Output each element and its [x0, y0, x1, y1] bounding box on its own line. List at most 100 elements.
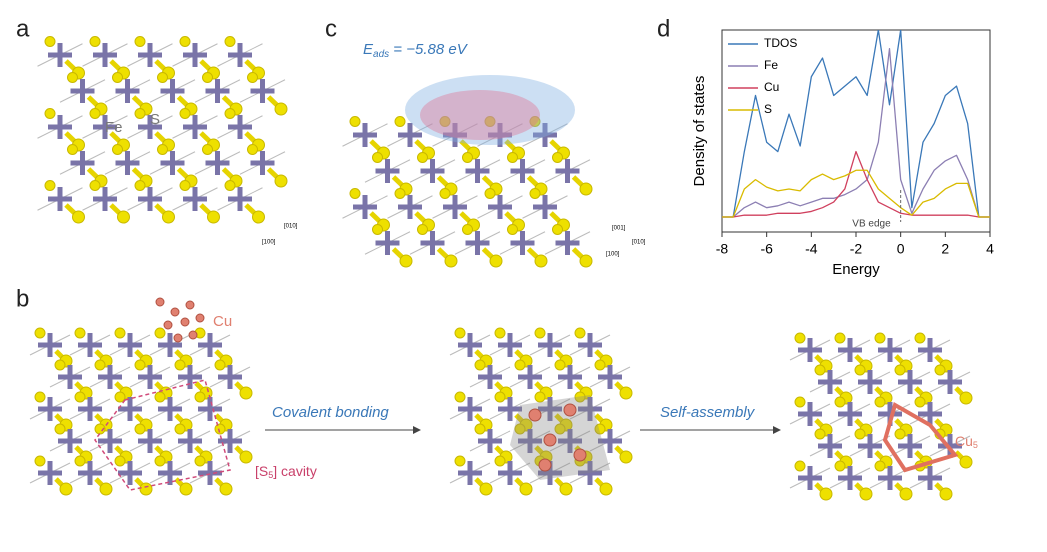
s-atom	[619, 386, 633, 400]
s-atom	[99, 482, 113, 496]
s-atom	[349, 188, 361, 199]
s-atom	[484, 116, 496, 127]
lattice	[37, 36, 288, 224]
t: 5	[268, 470, 273, 480]
s-atom	[479, 482, 493, 496]
s-atom	[59, 482, 73, 496]
s-atom	[914, 332, 926, 344]
s-atom	[939, 487, 953, 501]
s-atom	[72, 210, 85, 224]
cu-cluster	[882, 401, 959, 473]
s-atom	[179, 108, 191, 119]
s-atom	[139, 482, 153, 496]
s-atom	[67, 72, 78, 83]
s-atom	[54, 423, 66, 435]
s-atom	[89, 36, 101, 47]
panel-label: d	[657, 15, 670, 42]
s-atom	[534, 391, 546, 403]
axis-label: [010]	[632, 240, 646, 246]
s-atom	[599, 482, 613, 496]
s-atom	[819, 487, 833, 501]
energy-label: Eads = −5.88 eV	[363, 41, 469, 60]
atom-label: S	[150, 111, 160, 128]
cu-atom	[563, 403, 577, 417]
s-atom	[89, 108, 101, 119]
axis-label: [010]	[284, 224, 298, 230]
s-atom	[494, 391, 506, 403]
s-atom	[224, 36, 236, 47]
s-atom	[372, 152, 383, 163]
s-atom	[594, 423, 606, 435]
s-atom	[247, 72, 258, 83]
axis-label: [100]	[606, 252, 620, 258]
s-atom	[794, 332, 806, 344]
s-atom	[44, 180, 56, 191]
s-atom	[554, 423, 566, 435]
s-atom	[174, 359, 186, 371]
legend-label: TDOS	[764, 36, 797, 50]
t: ] cavity	[273, 463, 317, 479]
panel-label: b	[16, 285, 29, 312]
legend-label: Cu	[764, 80, 779, 94]
s-atom	[154, 391, 166, 403]
dos-line	[722, 150, 990, 218]
plot-area	[722, 30, 990, 218]
atom-label: Fe	[105, 119, 123, 136]
s-atom	[417, 152, 428, 163]
s-atom	[157, 72, 168, 83]
step-label: Covalent bonding	[272, 404, 389, 421]
s-atom	[247, 144, 258, 155]
cu-atom	[173, 333, 183, 343]
s-atom	[579, 182, 593, 196]
x-tick-label: -6	[760, 241, 773, 257]
x-tick-label: -4	[805, 241, 818, 257]
s-atom	[179, 36, 191, 47]
s-atom	[207, 210, 220, 224]
t: Cu	[955, 433, 973, 449]
s-atom	[552, 152, 563, 163]
x-tick-label: 0	[897, 241, 905, 257]
dos-line	[722, 30, 990, 218]
s-atom	[534, 327, 546, 339]
s-atom	[454, 455, 466, 467]
x-tick-label: 4	[986, 241, 994, 257]
s-atom	[34, 455, 46, 467]
s-atom	[574, 327, 586, 339]
t: ads	[373, 49, 389, 60]
s-atom	[34, 391, 46, 403]
s-atom	[157, 144, 168, 155]
s-atom	[349, 116, 361, 127]
s-atom	[594, 359, 606, 371]
t: E	[363, 41, 374, 58]
s-atom	[214, 423, 226, 435]
s-atom	[834, 332, 846, 344]
lattice	[29, 327, 253, 496]
cu-atom	[170, 307, 180, 317]
s-atom	[202, 72, 213, 83]
dos-chart: -8 -6 -4 -2 0 2 4 Energy Density of states TDOS Fe…	[691, 29, 994, 278]
axis-label: [001]	[612, 226, 626, 232]
s-atom	[552, 224, 563, 235]
cu-atom	[195, 313, 205, 323]
s-atom	[579, 254, 593, 268]
s-atom	[44, 108, 56, 119]
s-atom	[489, 254, 503, 268]
s-atom	[899, 487, 913, 501]
s-atom	[134, 108, 146, 119]
cu-atom	[528, 408, 542, 422]
s-atom	[519, 482, 533, 496]
lattice	[789, 332, 973, 501]
s-atom	[554, 359, 566, 371]
lattice	[449, 327, 633, 496]
s-atom	[134, 423, 146, 435]
s-atom	[394, 116, 406, 127]
plot-frame	[721, 29, 991, 233]
cu-atom	[163, 320, 173, 330]
s-atom	[894, 364, 906, 376]
s-atom	[274, 102, 288, 116]
s-atom	[439, 188, 451, 199]
s-atom	[874, 460, 886, 472]
s-atom	[74, 327, 86, 339]
s-atom	[44, 36, 56, 47]
